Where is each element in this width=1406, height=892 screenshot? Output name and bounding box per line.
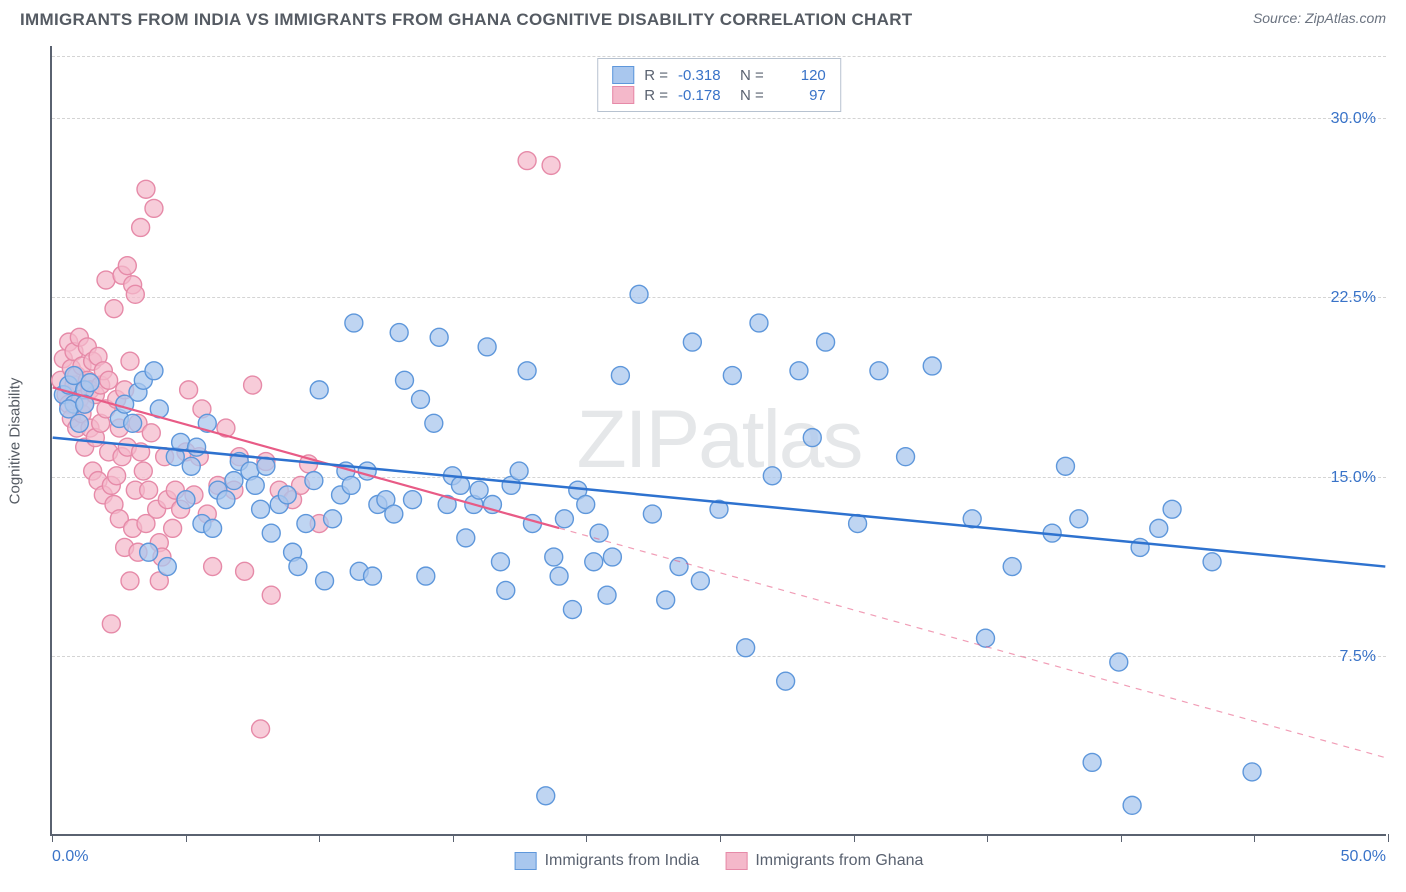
swatch-india (515, 852, 537, 870)
chart-title: IMMIGRANTS FROM INDIA VS IMMIGRANTS FROM… (20, 10, 912, 30)
y-tick-label: 22.5% (1331, 289, 1376, 307)
legend-item-ghana: Immigrants from Ghana (725, 852, 923, 870)
plot-region: ZIPatlas 7.5% 15.0% 22.5% 30.0% R = -0.318 … (50, 46, 1386, 836)
n-value-india: 120 (774, 67, 826, 84)
source-prefix: Source: (1253, 10, 1305, 26)
x-axis-max-label: 50.0% (1341, 848, 1386, 866)
y-axis-title: Cognitive Disability (7, 378, 24, 505)
y-tick-label: 15.0% (1331, 469, 1376, 487)
n-label: N = (740, 87, 764, 104)
y-tick-label: 30.0% (1331, 110, 1376, 128)
n-value-ghana: 97 (774, 87, 826, 104)
stats-legend-row-ghana: R = -0.178 N = 97 (612, 85, 826, 105)
scatter-overlay (52, 46, 1386, 834)
n-label: N = (740, 67, 764, 84)
stats-legend-row-india: R = -0.318 N = 120 (612, 65, 826, 85)
source-credit: Source: ZipAtlas.com (1253, 10, 1386, 26)
r-value-ghana: -0.178 (678, 87, 730, 104)
swatch-ghana (612, 86, 634, 104)
r-label: R = (644, 87, 668, 104)
stats-legend-box: R = -0.318 N = 120 R = -0.178 N = 97 (597, 58, 841, 112)
chart-area: ZIPatlas 7.5% 15.0% 22.5% 30.0% R = -0.318 … (50, 46, 1386, 836)
series-legend: Immigrants from India Immigrants from Gh… (515, 852, 924, 870)
legend-label-india: Immigrants from India (545, 852, 700, 870)
r-value-india: -0.318 (678, 67, 730, 84)
r-label: R = (644, 67, 668, 84)
x-axis-min-label: 0.0% (52, 848, 88, 866)
source-name: ZipAtlas.com (1305, 10, 1386, 26)
watermark-b: atlas (698, 394, 861, 485)
watermark-a: ZIP (577, 394, 699, 485)
swatch-ghana (725, 852, 747, 870)
legend-item-india: Immigrants from India (515, 852, 700, 870)
legend-label-ghana: Immigrants from Ghana (755, 852, 923, 870)
watermark: ZIPatlas (577, 393, 862, 487)
y-tick-label: 7.5% (1340, 648, 1376, 666)
swatch-india (612, 66, 634, 84)
